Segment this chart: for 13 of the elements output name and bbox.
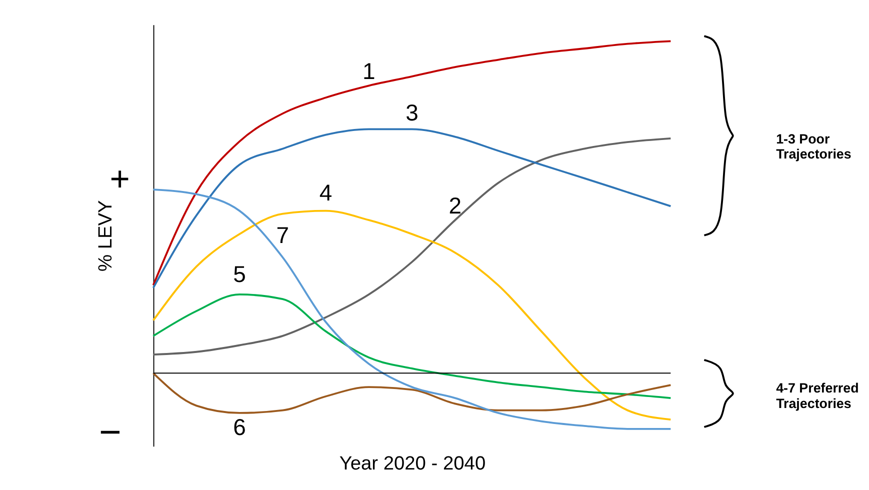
series-label: 7 <box>276 222 290 248</box>
series-label: 1 <box>362 58 376 84</box>
x-axis-title: Year 2020 - 2040 <box>339 454 486 475</box>
series-label: 3 <box>406 100 418 126</box>
text: 1-3 Poor Trajectories <box>776 131 852 162</box>
series-label: 6 <box>233 414 246 440</box>
series-label: 2 <box>448 192 462 218</box>
series-label: 4 <box>319 179 332 206</box>
text: − <box>98 411 122 454</box>
series-label: 5 <box>233 261 246 288</box>
text: + <box>110 160 130 198</box>
y-axis-title: % LEVY <box>96 200 117 272</box>
text: 4-7 Preferred Trajectories <box>776 380 859 411</box>
